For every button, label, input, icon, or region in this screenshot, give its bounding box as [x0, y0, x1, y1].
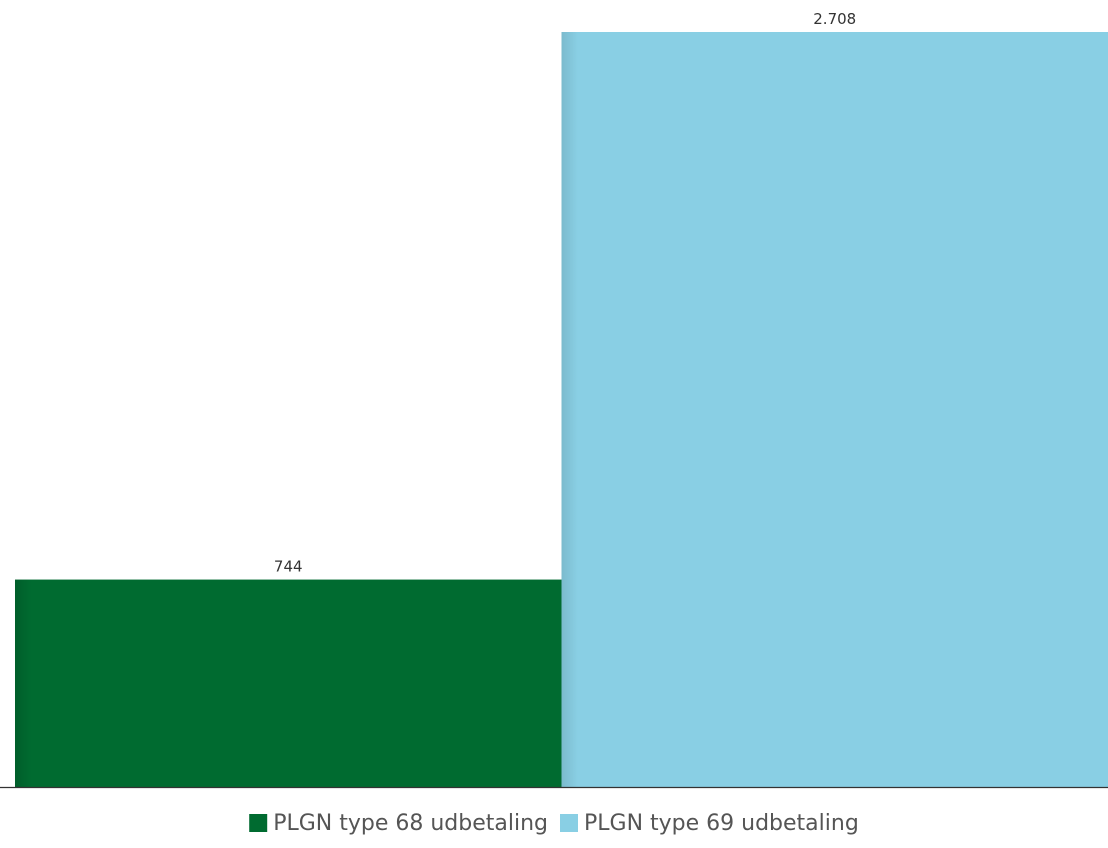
legend-label-2: PLGN type 69 udbetaling: [584, 811, 859, 836]
data-labels-group: 744 2.708: [274, 10, 856, 576]
legend-item-1[interactable]: PLGN type 68 udbetaling: [249, 811, 548, 836]
data-label-1: 744: [274, 558, 303, 576]
legend-swatch-2: [560, 814, 578, 832]
bar-shading-1: [15, 579, 562, 787]
legend-item-2[interactable]: PLGN type 69 udbetaling: [560, 811, 859, 836]
legend-swatch-1: [249, 814, 268, 832]
bars-group: [15, 32, 1108, 787]
legend: PLGN type 68 udbetaling PLGN type 69 udbe…: [249, 811, 859, 836]
bar-shading-2: [561, 32, 1108, 787]
data-label-2: 2.708: [813, 10, 856, 28]
legend-label-1: PLGN type 68 udbetaling: [273, 811, 548, 836]
